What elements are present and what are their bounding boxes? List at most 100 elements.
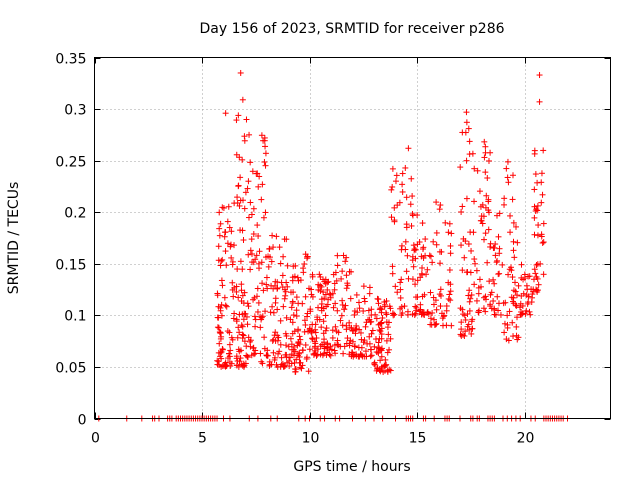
data-point (416, 308, 423, 315)
data-point (246, 131, 253, 138)
data-point (490, 245, 497, 252)
data-point (534, 202, 541, 209)
data-point (430, 238, 437, 245)
data-point (224, 218, 231, 225)
data-point (490, 297, 497, 304)
data-point (427, 289, 434, 296)
data-point (245, 251, 252, 258)
data-point (360, 283, 367, 290)
data-point (243, 313, 250, 320)
data-point (464, 269, 471, 276)
data-point (490, 276, 497, 283)
data-point (481, 236, 488, 243)
data-point (235, 363, 242, 370)
data-point (536, 72, 543, 79)
data-point (277, 341, 284, 348)
data-point (378, 331, 385, 338)
data-point (223, 362, 230, 369)
data-point (375, 321, 382, 328)
data-point (380, 369, 387, 376)
data-point (482, 169, 489, 176)
data-point (510, 219, 517, 226)
data-point (241, 310, 248, 317)
data-point (387, 335, 394, 342)
data-point (294, 342, 301, 349)
y-tick-label: 0.2 (64, 206, 86, 222)
data-point (487, 291, 494, 298)
data-point (443, 303, 450, 310)
data-point (404, 252, 411, 259)
data-point (218, 312, 225, 319)
data-point (228, 228, 235, 235)
data-point (304, 313, 311, 320)
data-point (324, 301, 331, 308)
data-point (437, 260, 444, 267)
data-point (515, 282, 522, 289)
data-point (424, 266, 431, 273)
data-point (249, 168, 256, 175)
data-point (292, 348, 299, 355)
data-point (360, 307, 367, 314)
data-point (273, 233, 280, 240)
data-point (301, 261, 308, 268)
data-point (420, 244, 427, 251)
data-point (419, 264, 426, 271)
data-point (521, 275, 528, 282)
data-point (535, 281, 542, 288)
data-point (367, 353, 374, 360)
data-point (381, 298, 388, 305)
data-point (234, 194, 241, 201)
data-point (538, 170, 545, 177)
data-point (258, 196, 265, 203)
data-point (248, 236, 255, 243)
data-point (398, 276, 405, 283)
data-point (525, 273, 532, 280)
data-point (441, 312, 448, 319)
data-point (242, 189, 249, 196)
data-point (443, 322, 450, 329)
data-point (378, 320, 385, 327)
data-point (231, 310, 238, 317)
data-point (235, 324, 242, 331)
data-point (289, 319, 296, 326)
data-point (339, 297, 346, 304)
data-point (523, 307, 530, 314)
data-point (215, 314, 222, 321)
data-point (494, 257, 501, 264)
data-point (332, 350, 339, 357)
data-point (293, 313, 300, 320)
data-point (507, 212, 514, 219)
data-point (265, 253, 272, 260)
data-point (481, 294, 488, 301)
y-ticks: 0 0.05 0.1 0.15 0.2 0.25 0.3 0.35 (55, 52, 611, 429)
data-point (350, 327, 357, 334)
data-point (274, 337, 281, 344)
data-point (513, 302, 520, 309)
data-point (264, 285, 271, 292)
data-point (476, 276, 483, 283)
data-point (283, 342, 290, 349)
data-point (362, 323, 369, 330)
data-point (240, 197, 247, 204)
data-point (339, 322, 346, 329)
data-point (251, 294, 258, 301)
data-point (486, 278, 493, 285)
data-point (237, 258, 244, 265)
data-point (316, 271, 323, 278)
data-point (378, 345, 385, 352)
data-point (216, 340, 223, 347)
data-point (403, 224, 410, 231)
data-point (371, 343, 378, 350)
data-point (274, 284, 281, 291)
data-point (514, 314, 521, 321)
data-point (356, 305, 363, 312)
data-point (540, 271, 547, 278)
data-point (480, 213, 487, 220)
y-tick-label: 0 (78, 413, 87, 429)
data-point (344, 282, 351, 289)
data-point (510, 287, 517, 294)
data-point (272, 329, 279, 336)
data-point (239, 362, 246, 369)
data-point (465, 125, 472, 132)
